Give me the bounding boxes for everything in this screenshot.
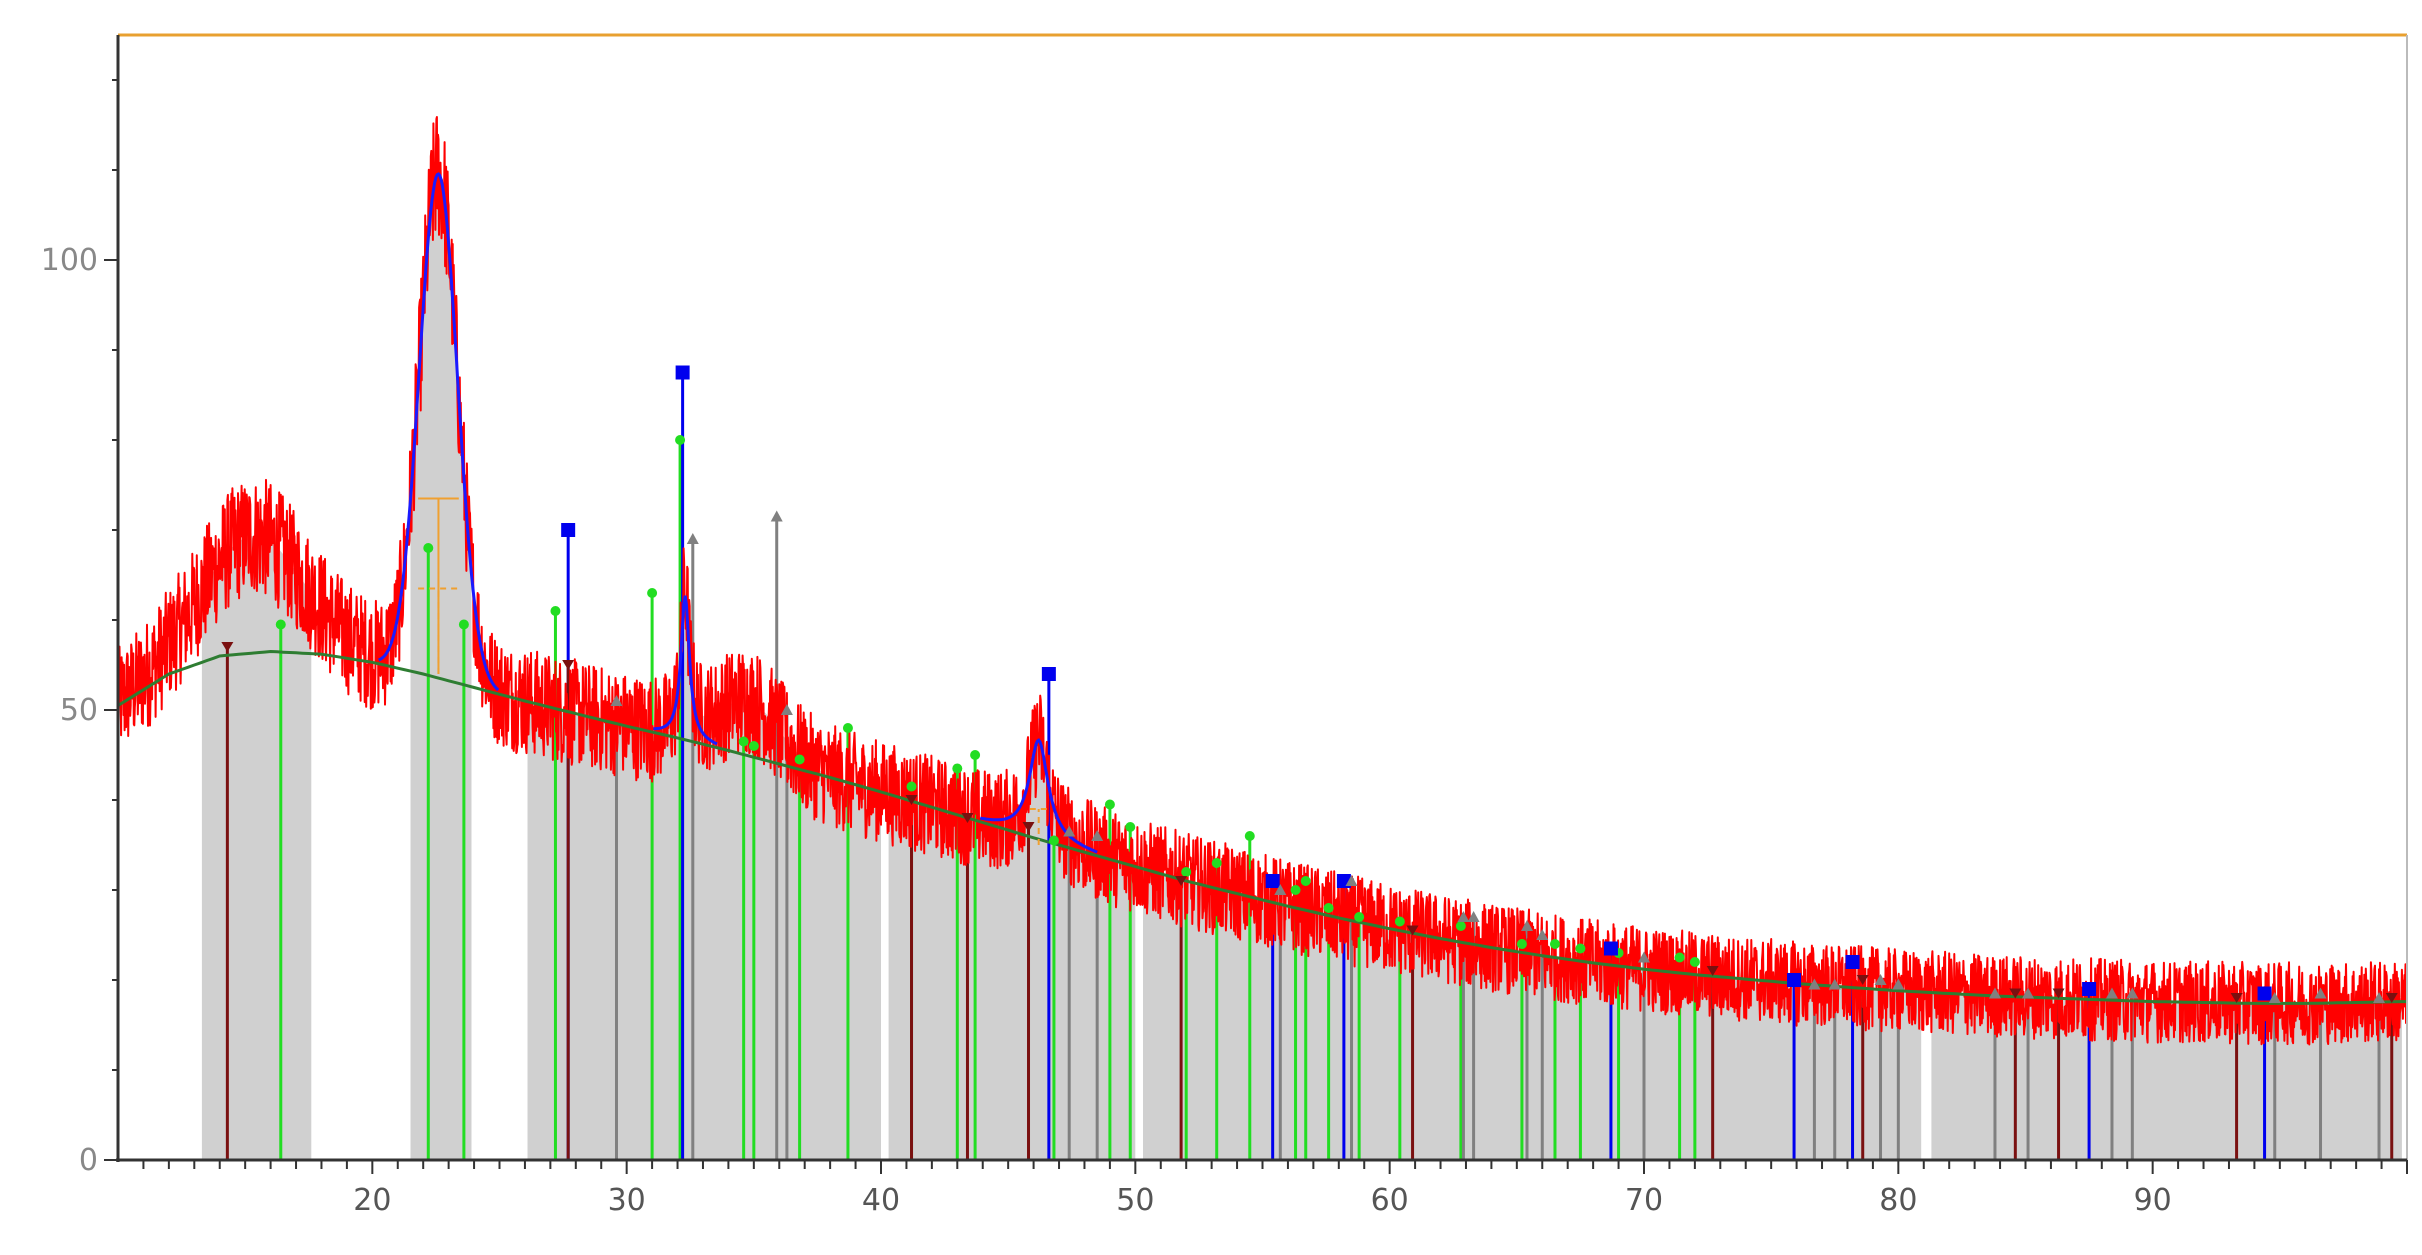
gray-marker-triangle-1 (610, 695, 623, 706)
blue-marker-square-4 (1265, 874, 1280, 888)
green-marker-dot-16 (1125, 822, 1136, 832)
gray-marker-triangle-16 (1874, 974, 1887, 985)
darkred-marker-triangle-2 (562, 660, 575, 670)
darkred-marker-triangle-11 (2052, 988, 2065, 999)
green-marker-dot-17 (1181, 867, 1192, 877)
peak-crosshairs (418, 497, 1048, 845)
blue-marker-square-1 (561, 523, 576, 537)
gray-marker-triangle-21 (2126, 987, 2139, 999)
green-marker-dot-19 (1244, 831, 1255, 841)
shaded-region-1 (201, 536, 312, 1160)
blue-marker-square-9 (2082, 982, 2097, 996)
gray-marker-triangle-14 (1808, 978, 1821, 990)
x-tick-label-40: 40 (862, 1183, 900, 1218)
x-tick-label-30: 30 (608, 1183, 646, 1218)
blue-marker-square-3 (1041, 667, 1056, 681)
green-marker-dot-30 (1674, 952, 1685, 963)
green-marker-dot-3 (458, 619, 469, 630)
blue-marker-square-8 (1845, 955, 1860, 969)
green-marker-dot-21 (1300, 876, 1311, 886)
darkred-marker-triangle-12 (2230, 993, 2243, 1003)
observed-line (117, 116, 2408, 1046)
green-marker-dot-12 (952, 763, 963, 774)
gray-marker-triangle-19 (2022, 987, 2035, 999)
gray-marker-triangle-22 (2268, 992, 2281, 1003)
gray-marker-triangle-4 (780, 704, 793, 715)
green-marker-dot-9 (794, 754, 805, 765)
green-marker-dot-4 (550, 606, 561, 616)
y-axis-ticks: 0 50 100 (41, 79, 118, 1178)
green-marker-dot-23 (1354, 912, 1365, 922)
x-tick-label-50: 50 (1116, 1183, 1154, 1218)
gray-marker-triangle-10 (1467, 911, 1480, 922)
gray-marker-triangle-3 (770, 510, 783, 522)
green-marker-dot-28 (1575, 943, 1586, 954)
gray-marker-triangle-12 (1536, 929, 1549, 940)
x-axis-ticks: 20 30 40 50 60 70 80 90 (142, 1160, 2408, 1218)
darkred-marker-triangle-10 (2009, 988, 2022, 999)
darkred-marker-triangle-5 (1022, 822, 1035, 832)
gray-marker-triangle-9 (1457, 911, 1470, 922)
x-tick-label-70: 70 (1625, 1183, 1663, 1218)
blue-marker-square-7 (1787, 973, 1802, 987)
darkred-marker-triangle-4 (961, 813, 974, 823)
darkred-marker-triangle-1 (221, 642, 234, 652)
fit-line (378, 172, 1098, 854)
blue-marker-square-10 (2257, 986, 2272, 1001)
green-marker-dot-25 (1455, 921, 1466, 931)
fit-series (378, 172, 1098, 854)
darkred-marker-triangle-3 (905, 795, 918, 805)
darkred-marker-triangle-9 (1856, 975, 1869, 985)
gray-marker-triangle-17 (1892, 978, 1905, 990)
green-marker-dot-20 (1290, 885, 1301, 895)
gray-marker-triangle-2 (686, 533, 699, 544)
y-tick-label-100: 100 (41, 243, 98, 278)
green-marker-dot-11 (906, 781, 917, 792)
green-marker-dot-22 (1323, 903, 1334, 913)
green-marker-dot-6 (675, 435, 686, 445)
green-marker-dot-14 (1048, 835, 1059, 846)
gray-marker-triangle-5 (1063, 825, 1076, 837)
gray-marker-triangle-20 (2105, 987, 2118, 999)
gray-marker-triangle-8 (1345, 875, 1358, 886)
green-marker-dot-31 (1689, 957, 1700, 967)
green-marker-dot-8 (748, 741, 759, 751)
darkred-marker-triangle-6 (1175, 876, 1188, 886)
gray-marker-triangle-11 (1521, 920, 1534, 931)
marker-heads (221, 365, 2398, 1003)
green-marker-dot-24 (1394, 916, 1405, 927)
darkred-marker-triangle-8 (1706, 966, 1719, 976)
x-tick-label-20: 20 (353, 1183, 391, 1218)
y-tick-label-0: 0 (79, 1143, 98, 1178)
shaded-region-2 (410, 173, 472, 1161)
green-marker-dot-1 (275, 619, 286, 630)
green-marker-dot-7 (738, 736, 749, 747)
darkred-marker-triangle-13 (2385, 993, 2398, 1003)
green-marker-dot-15 (1104, 799, 1115, 810)
green-marker-dot-10 (842, 723, 853, 733)
gray-marker-triangle-15 (1828, 978, 1841, 990)
gray-marker-triangle-6 (1091, 830, 1104, 841)
green-marker-dot-26 (1516, 939, 1527, 949)
gray-marker-triangle-7 (1274, 884, 1287, 895)
green-marker-dot-2 (423, 543, 434, 553)
blue-marker-square-6 (1603, 941, 1618, 956)
green-marker-dot-18 (1211, 858, 1222, 868)
gray-marker-triangle-23 (2314, 987, 2327, 999)
x-tick-label-90: 90 (2134, 1183, 2172, 1218)
gray-marker-triangle-13 (1638, 951, 1650, 963)
darkred-marker-triangle-7 (1406, 925, 1419, 936)
gray-marker-triangle-24 (2373, 992, 2386, 1003)
green-marker-dot-5 (647, 588, 658, 598)
gray-marker-triangle-18 (1988, 987, 2001, 999)
observed-series (117, 116, 2408, 1046)
green-marker-dot-13 (970, 750, 981, 760)
y-tick-label-50: 50 (60, 693, 98, 728)
green-marker-dot-27 (1549, 939, 1560, 949)
x-tick-label-60: 60 (1371, 1183, 1409, 1218)
blue-marker-square-2 (675, 365, 690, 380)
x-tick-label-80: 80 (1879, 1183, 1917, 1218)
